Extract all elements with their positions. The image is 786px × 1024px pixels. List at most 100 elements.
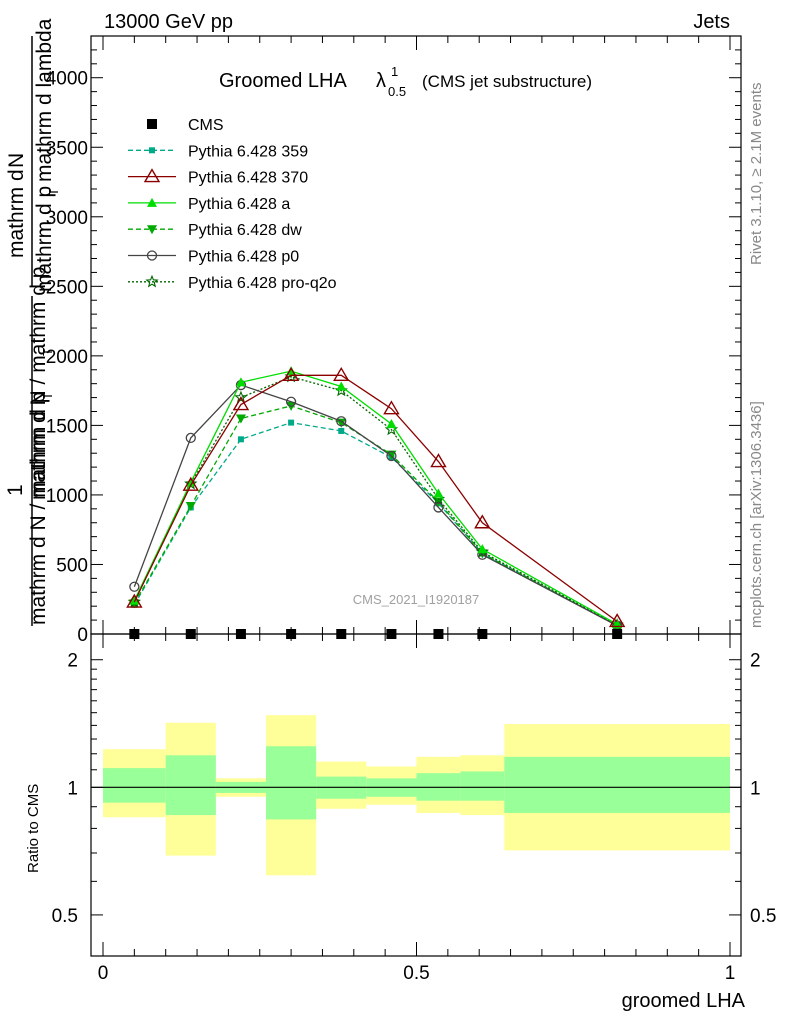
marker-open-circle <box>433 502 444 513</box>
plot-title-main: Groomed LHA <box>219 70 347 92</box>
ratio-y-tick-label: 0.5 <box>52 906 78 927</box>
y-axis-title: mathrm d N mathrm d p T mathrm d lambda … <box>4 18 61 626</box>
ratio-y-tick-label: 1 <box>67 778 78 799</box>
ratio-band-inner <box>460 771 505 801</box>
legend-item-p370: Pythia 6.428 370 <box>128 168 308 187</box>
legend-label: Pythia 6.428 dw <box>188 222 302 239</box>
marker-triangle <box>336 381 347 391</box>
ylabel-top-symbol: N <box>5 153 28 168</box>
x-tick-label: 1 <box>725 963 736 984</box>
ratio-y-tick-label: 2 <box>67 651 78 672</box>
marker-open-triangle <box>430 453 447 468</box>
marker-triangle-down <box>147 225 157 235</box>
x-tick-label: 0.5 <box>403 963 429 984</box>
marker-open-triangle <box>474 514 491 529</box>
ratio-band-inner <box>266 746 317 820</box>
marker-triangle <box>433 488 444 498</box>
legend-label: Pythia 6.428 359 <box>188 143 308 160</box>
marker-open-triangle <box>143 168 161 183</box>
series-line <box>133 405 618 627</box>
marker-open-triangle <box>282 366 300 382</box>
marker-triangle-down <box>386 450 397 460</box>
legend: CMS Pythia 6.428 359 Pythia 6.428 370 Pythi… <box>128 117 337 292</box>
ratio-y-tick-label-right: 1 <box>750 778 761 799</box>
rivet-label: Rivet 3.1.10, ≥ 2.1M events <box>748 83 765 266</box>
series-line <box>133 376 618 626</box>
y-tick-label: 1000 <box>46 486 88 507</box>
plot-title-lambda: λ <box>376 70 386 92</box>
marker-star <box>145 274 159 288</box>
ylabel-top-denominator-rest: mathrm d lambda <box>33 18 56 182</box>
ylabel-top-denominator: mathrm d p <box>33 186 56 292</box>
plot-title-suffix: (CMS jet substructure) <box>422 72 592 91</box>
marker-triangle-down <box>185 502 196 512</box>
marker-open-triangle <box>126 593 143 608</box>
legend-item-pa: Pythia 6.428 a <box>128 196 290 213</box>
ratio-band-inner <box>165 755 216 816</box>
series-pq2o <box>127 369 624 631</box>
ylabel-top-numerator: mathrm d <box>5 169 28 258</box>
ratio-band-inner <box>504 756 730 813</box>
ylabel-bottom-line-sub: T <box>40 348 55 356</box>
x-axis-title: groomed LHA <box>622 990 746 1012</box>
process-label: Jets <box>693 11 730 33</box>
marker-open-triangle <box>182 476 199 491</box>
marker-triangle <box>129 595 140 605</box>
marker-star <box>234 390 248 404</box>
ylabel-bottom-denominator: mathrm d N / mathrm d p <box>27 392 50 625</box>
legend-item-pq2o: Pythia 6.428 pro-q2o <box>128 275 337 292</box>
legend-item-p359: Pythia 6.428 359 <box>128 143 308 160</box>
series-line <box>133 374 618 623</box>
y-tick-label: 500 <box>56 555 88 576</box>
marker-open-circle <box>386 450 397 462</box>
plot-title-sup: 1 <box>391 64 398 79</box>
legend-label: Pythia 6.428 p0 <box>188 249 299 266</box>
marker-open-circle <box>285 396 297 407</box>
series-p370 <box>126 366 626 628</box>
legend-label: Pythia 6.428 a <box>188 196 290 213</box>
analysis-id: CMS_2021_I1920187 <box>353 592 480 607</box>
legend-label: Pythia 6.428 370 <box>188 170 308 187</box>
marker-square <box>237 436 244 443</box>
plot-title-sub: 0.5 <box>388 84 406 99</box>
marker-square <box>149 147 155 154</box>
marker-triangle <box>235 377 246 387</box>
marker-triangle <box>147 197 157 207</box>
ratio-y-tick-label-right: 2 <box>750 651 761 672</box>
ratio-ylabel: Ratio to CMS <box>25 784 42 873</box>
marker-open-triangle <box>333 366 350 382</box>
marker-open-circle <box>146 250 158 261</box>
legend-item-pdw: Pythia 6.428 dw <box>128 222 302 239</box>
marker-open-triangle <box>232 396 250 411</box>
y-tick-label: 4000 <box>46 69 88 90</box>
marker-square <box>288 419 295 426</box>
ratio-bands <box>91 715 741 876</box>
marker-open-circle <box>129 581 140 592</box>
marker-open-circle <box>185 432 196 444</box>
ratio-y-tick-label-right: 0.5 <box>750 906 776 927</box>
ylabel-top-denominator-sub: T <box>46 188 61 196</box>
ylabel-bottom-denominator-sub: T <box>40 392 55 400</box>
ylabel-bottom-line: mathrm d N / mathrm d p <box>27 267 50 500</box>
marker-square <box>147 119 157 129</box>
mcplots-label: mcplots.cern.ch [arXiv:1306.3436] <box>748 401 765 628</box>
y-tick-label: 2000 <box>46 347 88 368</box>
marker-open-circle <box>336 416 347 427</box>
marker-triangle <box>185 477 196 487</box>
marker-triangle <box>386 419 397 429</box>
energy-label: 13000 GeV pp <box>104 11 233 33</box>
series-line <box>133 384 618 627</box>
y-tick-label: 2500 <box>46 277 88 298</box>
marker-triangle-down <box>235 414 246 424</box>
marker-open-triangle <box>608 613 626 628</box>
ratio-band-inner <box>103 768 166 803</box>
y-tick-label: 3500 <box>46 138 88 159</box>
plot-title: Groomed LHA λ 1 0.5 (CMS jet substructur… <box>219 64 592 99</box>
marker-triangle <box>477 544 488 554</box>
legend-item-cms: CMS <box>147 117 224 134</box>
x-tick-label: 0 <box>98 963 109 984</box>
marker-square <box>338 427 345 434</box>
legend-label: Pythia 6.428 pro-q2o <box>188 275 337 292</box>
y-tick-label: 0 <box>77 625 88 646</box>
